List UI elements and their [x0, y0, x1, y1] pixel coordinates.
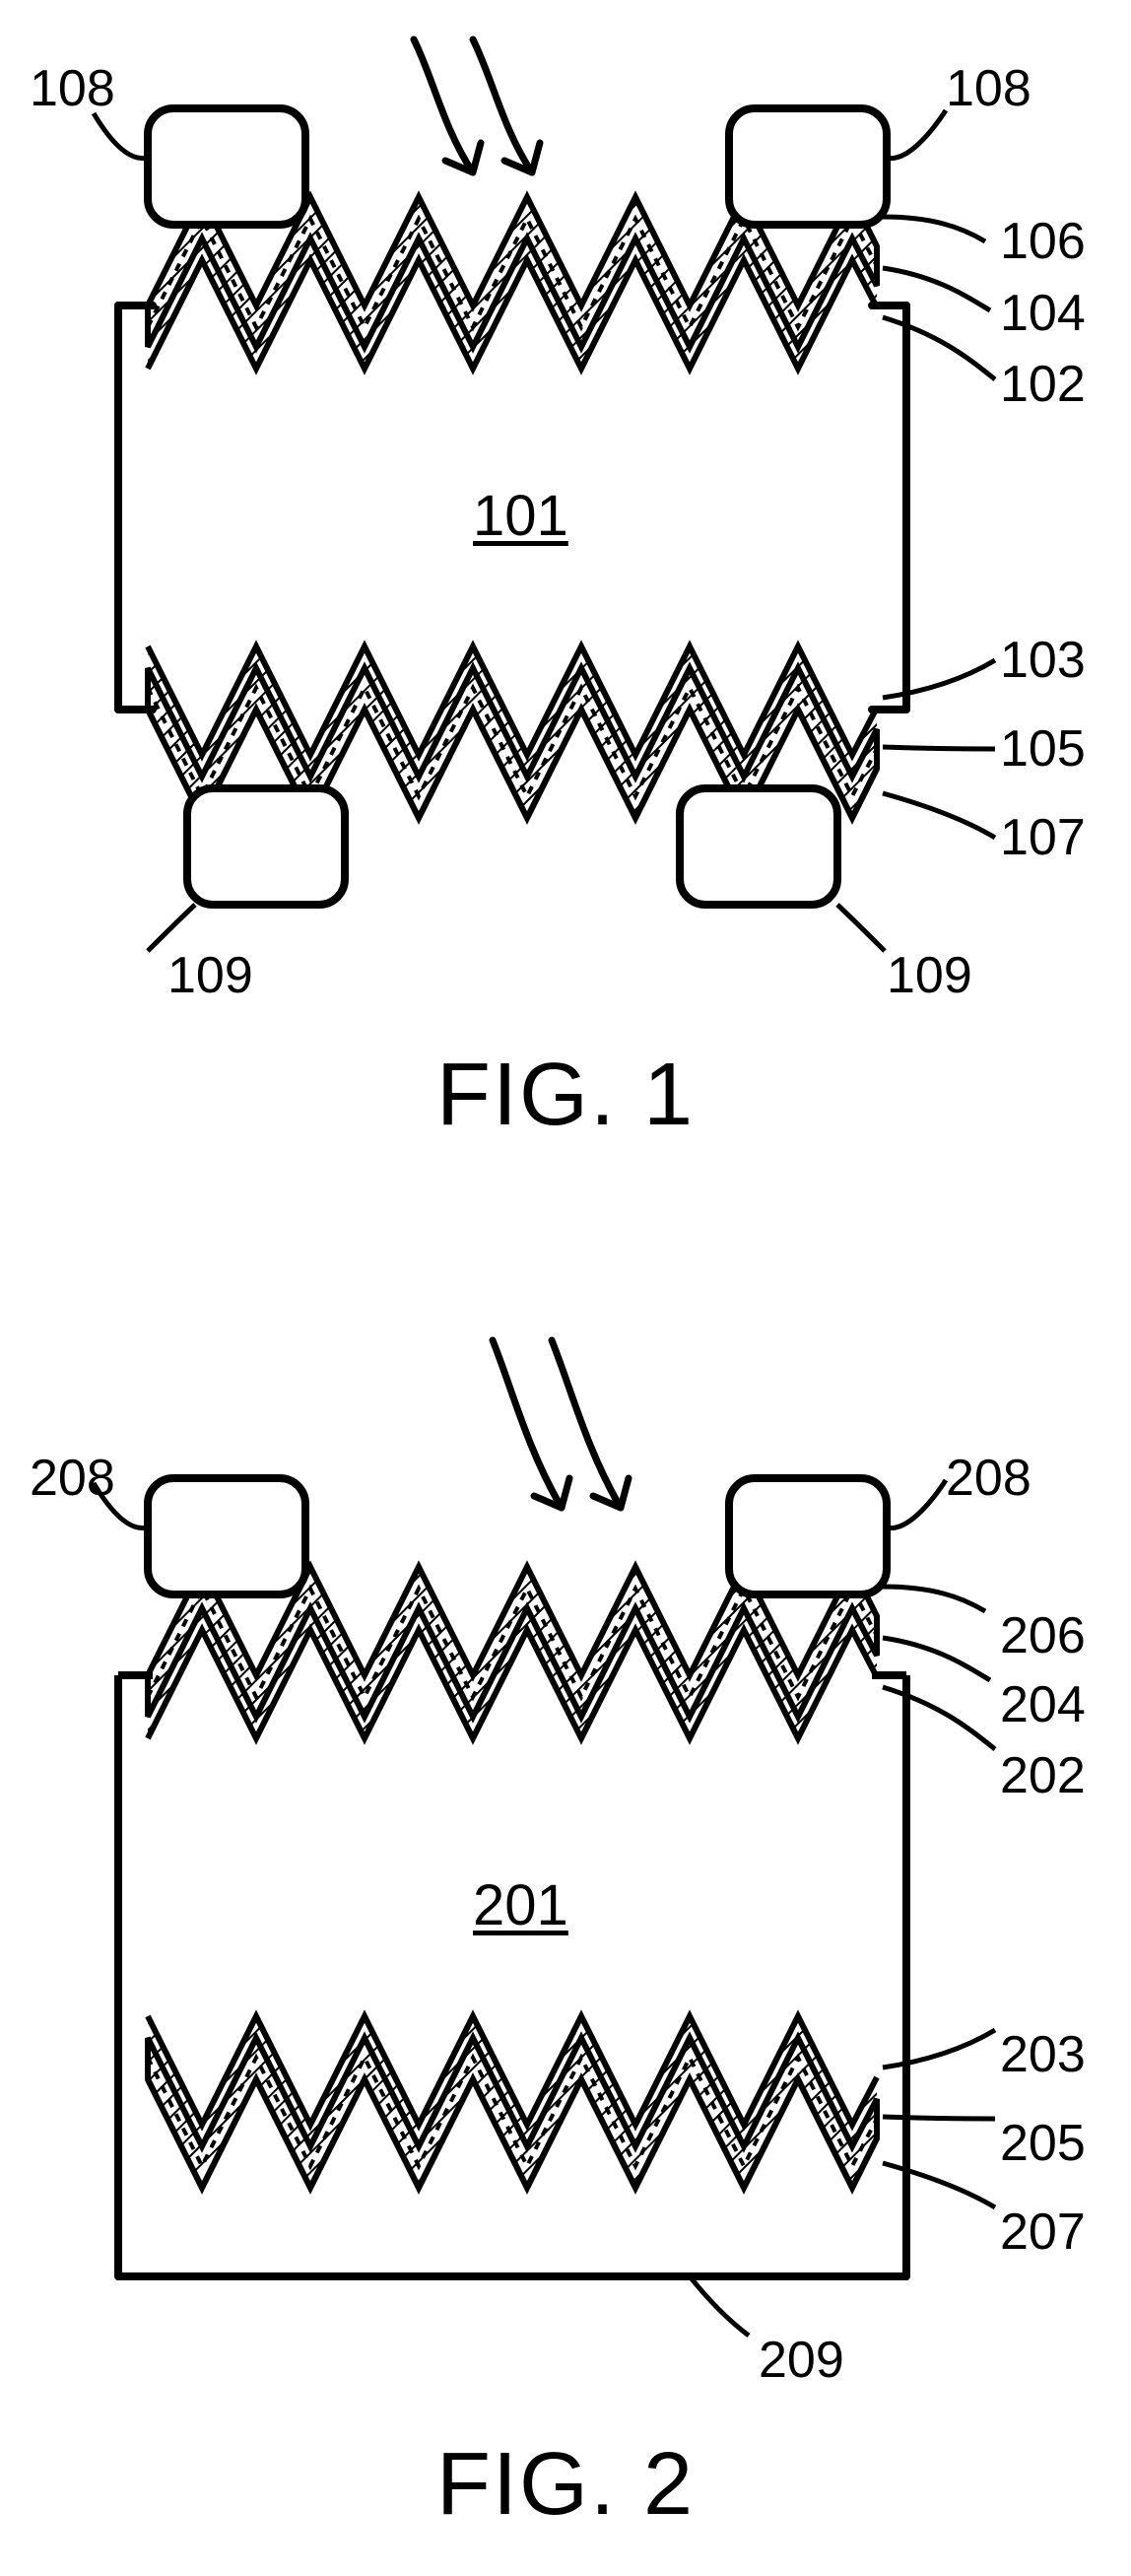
top-contact-left: [148, 108, 305, 225]
top-contact-right-2: [729, 1478, 887, 1594]
label-109-right: 109: [887, 946, 972, 1005]
substrate-ref-201: 201: [473, 1872, 568, 1938]
label-206: 206: [1000, 1606, 1086, 1665]
label-207: 207: [1000, 2203, 1086, 2262]
label-105: 105: [1000, 719, 1086, 779]
label-108-left: 108: [30, 59, 115, 118]
label-208-left: 208: [30, 1449, 115, 1508]
label-102: 102: [1000, 355, 1086, 414]
top-contacts-2: [148, 1478, 887, 1594]
bottom-contact-right: [680, 788, 837, 905]
label-208-right: 208: [946, 1449, 1031, 1508]
top-contact-left-2: [148, 1478, 305, 1594]
bottom-contacts: [187, 788, 837, 905]
label-202: 202: [1000, 1746, 1086, 1805]
label-104: 104: [1000, 284, 1086, 343]
label-205: 205: [1000, 2114, 1086, 2173]
bottom-texture-layers-2: [148, 2016, 877, 2188]
label-203: 203: [1000, 2025, 1086, 2084]
light-arrows-2: [493, 1340, 629, 1508]
label-107: 107: [1000, 808, 1086, 867]
caption-fig2: FIG. 2: [0, 2434, 1131, 2536]
label-106: 106: [1000, 212, 1086, 271]
back-contact-outline: [118, 1675, 906, 2276]
bottom-contact-left: [187, 788, 345, 905]
light-arrows: [414, 39, 540, 172]
top-contact-right: [729, 108, 887, 225]
label-108-right: 108: [946, 59, 1031, 118]
label-204: 204: [1000, 1675, 1086, 1734]
label-109-left: 109: [167, 946, 253, 1005]
caption-fig1: FIG. 1: [0, 1045, 1131, 1146]
label-103: 103: [1000, 631, 1086, 690]
label-209: 209: [759, 2331, 844, 2390]
substrate-ref-101: 101: [473, 483, 568, 549]
